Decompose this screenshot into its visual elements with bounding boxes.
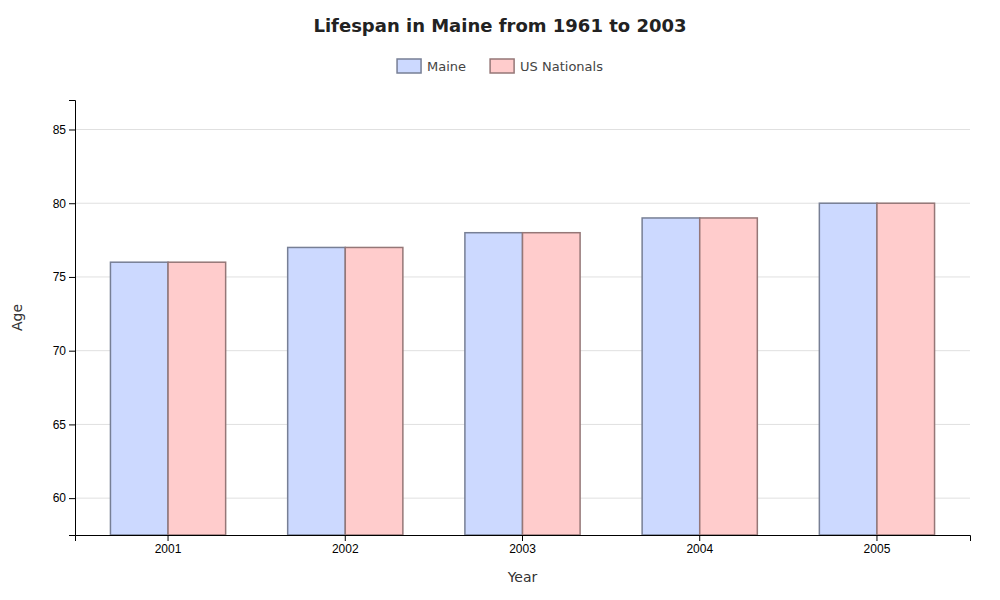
y-tick: 65 xyxy=(53,418,75,432)
y-tick: 75 xyxy=(53,270,75,284)
x-tick-label: 2001 xyxy=(155,542,182,556)
x-tick-mark xyxy=(522,535,523,541)
y-axis-line xyxy=(69,101,76,536)
bars xyxy=(110,203,934,535)
x-tick: 2004 xyxy=(686,535,713,556)
x-tick-mark xyxy=(876,535,877,541)
x-axis-title: Year xyxy=(507,569,538,585)
x-tick-label: 2004 xyxy=(686,542,713,556)
legend-swatch xyxy=(490,59,514,73)
legend-label: US Nationals xyxy=(520,59,603,74)
legend-item: Maine xyxy=(397,59,466,74)
y-axis-title: Age xyxy=(9,304,25,331)
series xyxy=(168,203,935,535)
y-tick: 70 xyxy=(53,344,75,358)
y-tick: 80 xyxy=(53,197,75,211)
y-tick-label: 60 xyxy=(53,491,67,505)
chart-container: 2001 2002 2003 2004 2005 60 65 70 75 80 85 Year Age L… xyxy=(0,0,1000,600)
x-tick-label: 2002 xyxy=(332,542,359,556)
y-tick-mark xyxy=(69,203,75,204)
x-tick-label: 2005 xyxy=(864,542,891,556)
bar xyxy=(523,233,581,535)
x-axis-line xyxy=(76,536,971,542)
legend-swatch xyxy=(397,59,421,73)
y-tick-label: 80 xyxy=(53,197,67,211)
y-tick-mark xyxy=(69,129,75,130)
x-tick: 2003 xyxy=(509,535,536,556)
bar xyxy=(877,203,935,535)
y-tick-label: 70 xyxy=(53,344,67,358)
bar xyxy=(168,262,226,535)
x-tick: 2002 xyxy=(332,535,359,556)
grid-line xyxy=(75,129,970,130)
x-tick-mark xyxy=(699,535,700,541)
y-tick-mark xyxy=(69,498,75,499)
bar xyxy=(110,262,168,535)
series xyxy=(110,203,877,535)
bar xyxy=(819,203,877,535)
legend-label: Maine xyxy=(427,59,466,74)
x-tick: 2001 xyxy=(155,535,182,556)
y-tick: 85 xyxy=(53,123,75,137)
x-tick-label: 2003 xyxy=(509,542,536,556)
x-tick: 2005 xyxy=(864,535,891,556)
legend: Maine US Nationals xyxy=(397,59,603,74)
bar xyxy=(642,218,700,535)
chart-svg: 2001 2002 2003 2004 2005 60 65 70 75 80 85 Year Age L… xyxy=(0,0,1000,600)
legend-item: US Nationals xyxy=(490,59,603,74)
bar xyxy=(700,218,758,535)
y-tick-label: 85 xyxy=(53,123,67,137)
y-tick-label: 75 xyxy=(53,270,67,284)
y-tick-mark xyxy=(69,351,75,352)
y-tick: 60 xyxy=(53,491,75,505)
bar xyxy=(288,247,346,535)
bar xyxy=(465,233,523,535)
chart-title: Lifespan in Maine from 1961 to 2003 xyxy=(313,15,686,36)
y-tick-label: 65 xyxy=(53,418,67,432)
x-axis: 2001 2002 2003 2004 2005 xyxy=(76,535,971,556)
x-tick-mark xyxy=(168,535,169,541)
bar xyxy=(345,247,403,535)
plot-area: 2001 2002 2003 2004 2005 60 65 70 75 80 85 xyxy=(53,101,971,556)
x-tick-mark xyxy=(345,535,346,541)
y-axis: 60 65 70 75 80 85 xyxy=(53,101,76,536)
y-tick-mark xyxy=(69,277,75,278)
y-tick-mark xyxy=(69,424,75,425)
